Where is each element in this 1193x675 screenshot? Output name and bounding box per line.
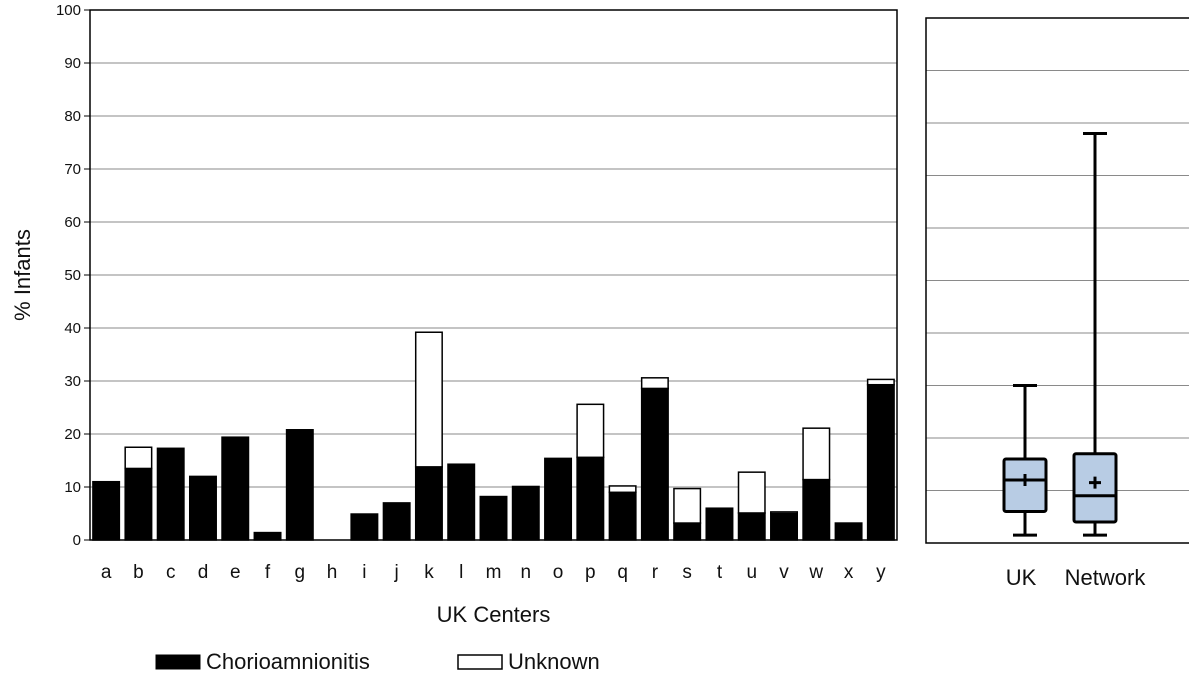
bar-chorioamnionitis-n xyxy=(511,485,540,541)
bar-chorioamnionitis-q xyxy=(608,491,637,541)
bar-unknown-u xyxy=(737,471,766,514)
bar-unknown-b xyxy=(124,446,153,470)
bar-chorioamnionitis-o xyxy=(544,457,573,541)
y-axis-label: % Infants xyxy=(10,229,35,321)
bar-chorioamnionitis-d xyxy=(188,475,217,541)
box-plot-panel: UK Network xyxy=(925,17,1189,590)
bar-chorioamnionitis-c xyxy=(156,447,185,541)
box-category-label: Network xyxy=(1065,565,1147,590)
bar-chorioamnionitis-w xyxy=(802,478,831,541)
x-axis-label: UK Centers xyxy=(437,602,551,627)
x-tick-label: h xyxy=(327,562,338,583)
legend-swatch-unknown xyxy=(457,654,503,670)
x-tick-label: d xyxy=(198,562,209,583)
x-tick-label: b xyxy=(133,562,144,583)
x-tick-label: u xyxy=(746,562,757,583)
bar-unknown-v xyxy=(770,511,799,515)
x-tick-label: k xyxy=(424,562,434,583)
bar-chorioamnionitis-s xyxy=(673,522,702,541)
y-tick-label: 50 xyxy=(64,267,81,284)
y-tick-label: 40 xyxy=(64,320,81,337)
x-tick-label: e xyxy=(230,562,241,583)
bar-chorioamnionitis-m xyxy=(479,495,508,541)
bar-chorioamnionitis-e xyxy=(221,436,250,541)
x-tick-label: c xyxy=(166,562,176,583)
bar-unknown-k xyxy=(414,331,443,468)
bar-chorioamnionitis-k xyxy=(414,466,443,541)
x-tick-label: j xyxy=(394,562,399,583)
x-tick-label: o xyxy=(553,562,564,583)
legend-label-chorioamnionitis: Chorioamnionitis xyxy=(206,649,370,674)
bar-unknown-s xyxy=(673,487,702,524)
plot-frame xyxy=(89,9,898,541)
x-tick-label: t xyxy=(717,562,723,583)
bar-chorioamnionitis-j xyxy=(382,502,411,541)
x-tick-label: l xyxy=(459,562,463,583)
y-tick-label: 10 xyxy=(64,479,81,496)
bar-chorioamnionitis-p xyxy=(576,456,605,541)
bar-unknown-y xyxy=(866,378,895,386)
bar-chorioamnionitis-y xyxy=(866,383,895,541)
box-uk xyxy=(1002,384,1048,537)
x-tick-label: g xyxy=(295,562,306,583)
bar-chart-panel: 0 10 20 30 40 50 60 70 80 90 100 a b c d e f g h i j k l m n o p q r… xyxy=(10,2,898,627)
y-tick-label: 60 xyxy=(64,214,81,231)
x-tick-label: f xyxy=(265,562,271,583)
bar-chorioamnionitis-a xyxy=(92,480,121,541)
bar-unknown-w xyxy=(802,427,831,481)
x-tick-label: p xyxy=(585,562,596,583)
x-tick-label: r xyxy=(652,562,659,583)
y-tick-label: 20 xyxy=(64,426,81,443)
bar-unknown-r xyxy=(640,377,669,390)
box-network xyxy=(1072,132,1118,537)
x-tick-label: i xyxy=(362,562,366,583)
y-tick-label: 80 xyxy=(64,108,81,125)
x-tick-label: a xyxy=(101,562,112,583)
y-tick-label: 70 xyxy=(64,161,81,178)
x-tick-label: x xyxy=(844,562,854,583)
bar-chorioamnionitis-i xyxy=(350,513,379,541)
legend-swatch-chorioamnionitis xyxy=(155,654,201,670)
legend-label-unknown: Unknown xyxy=(508,649,600,674)
box-category-label: UK xyxy=(1006,565,1037,590)
bar-chorioamnionitis-t xyxy=(705,507,734,541)
bar-unknown-p xyxy=(576,403,605,459)
bar-chorioamnionitis-f xyxy=(253,531,282,541)
bar-chorioamnionitis-r xyxy=(640,387,669,541)
x-tick-label: w xyxy=(808,562,823,583)
bar-chorioamnionitis-u xyxy=(737,512,766,541)
bar-chorioamnionitis-x xyxy=(834,522,863,541)
x-tick-label: q xyxy=(617,562,628,583)
x-tick-label: m xyxy=(486,562,502,583)
bar-chorioamnionitis-g xyxy=(285,429,314,541)
x-tick-label: s xyxy=(682,562,692,583)
legend: Chorioamnionitis Unknown xyxy=(155,649,600,674)
y-tick-label: 30 xyxy=(64,373,81,390)
bar-chorioamnionitis-b xyxy=(124,467,153,541)
bar-unknown-q xyxy=(608,485,637,494)
x-tick-label: v xyxy=(779,562,789,583)
y-tick-label: 0 xyxy=(73,532,81,549)
bar-chorioamnionitis-l xyxy=(447,463,476,541)
bar-chorioamnionitis-v xyxy=(770,512,799,541)
y-tick-label: 90 xyxy=(64,55,81,72)
x-tick-label: n xyxy=(520,562,531,583)
box-panel-frame xyxy=(925,17,1189,544)
x-tick-label: y xyxy=(876,562,886,583)
y-tick-label: 100 xyxy=(56,2,81,19)
